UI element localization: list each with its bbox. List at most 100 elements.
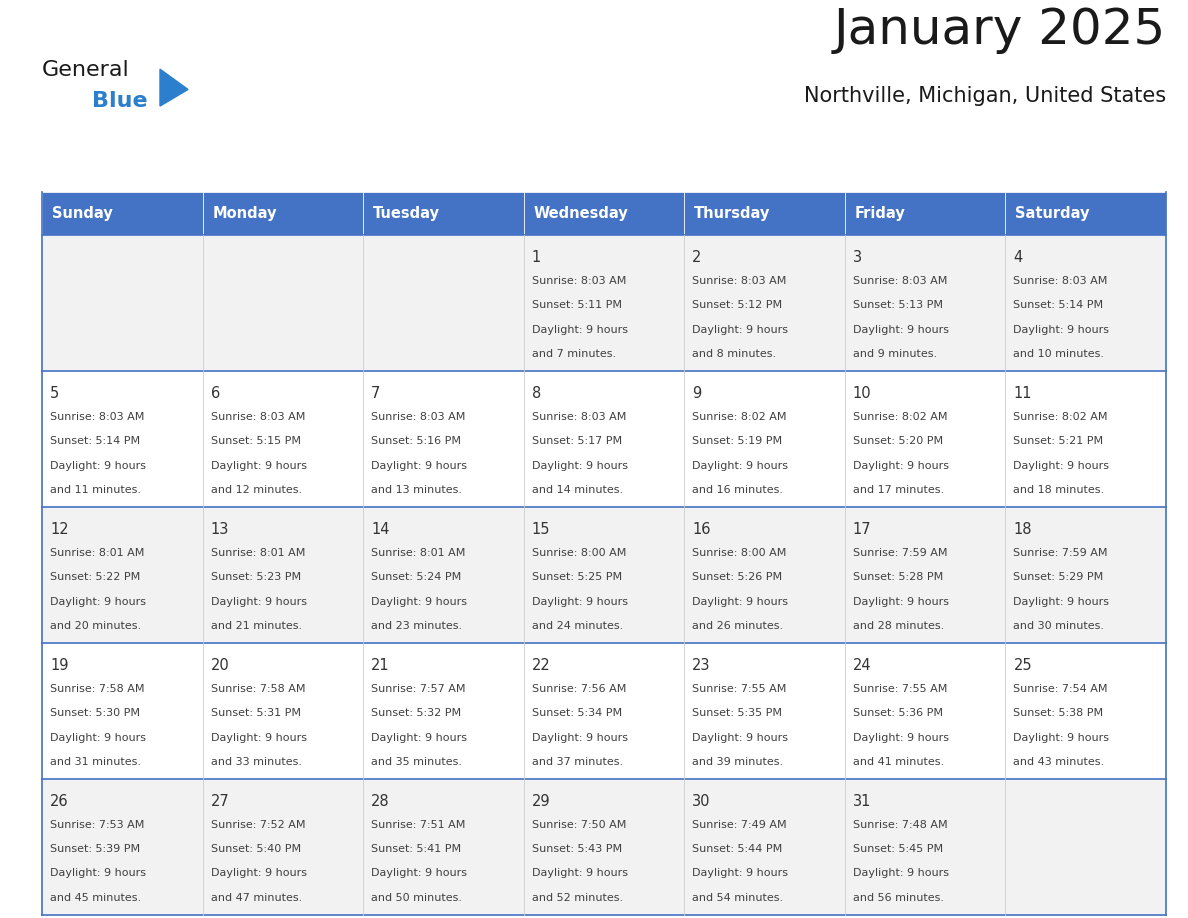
Bar [364, 644, 524, 779]
Bar [42, 507, 203, 644]
Text: Daylight: 9 hours: Daylight: 9 hours [1013, 461, 1110, 471]
Text: Sunset: 5:45 PM: Sunset: 5:45 PM [853, 845, 943, 854]
Bar [845, 507, 1005, 644]
Text: and 50 minutes.: and 50 minutes. [371, 892, 462, 902]
Text: Sunset: 5:26 PM: Sunset: 5:26 PM [693, 572, 783, 582]
Text: Sunrise: 8:00 AM: Sunrise: 8:00 AM [532, 548, 626, 558]
Text: Sunset: 5:13 PM: Sunset: 5:13 PM [853, 300, 943, 310]
Text: Sunrise: 7:59 AM: Sunrise: 7:59 AM [853, 548, 947, 558]
Text: Sunset: 5:29 PM: Sunset: 5:29 PM [1013, 572, 1104, 582]
Text: Sunrise: 8:03 AM: Sunrise: 8:03 AM [50, 412, 145, 422]
Bar [524, 507, 684, 644]
Text: and 11 minutes.: and 11 minutes. [50, 485, 141, 495]
Text: 25: 25 [1013, 657, 1032, 673]
Text: and 7 minutes.: and 7 minutes. [532, 349, 615, 359]
Text: and 23 minutes.: and 23 minutes. [371, 621, 462, 631]
Text: 8: 8 [532, 386, 541, 401]
Text: and 45 minutes.: and 45 minutes. [50, 892, 141, 902]
Text: Daylight: 9 hours: Daylight: 9 hours [50, 868, 146, 879]
Text: and 30 minutes.: and 30 minutes. [1013, 621, 1105, 631]
Text: 13: 13 [210, 521, 229, 537]
Bar [364, 371, 524, 507]
Text: Sunrise: 7:50 AM: Sunrise: 7:50 AM [532, 820, 626, 830]
Text: and 12 minutes.: and 12 minutes. [210, 485, 302, 495]
Text: Daylight: 9 hours: Daylight: 9 hours [371, 461, 467, 471]
Bar [203, 192, 364, 235]
Text: Daylight: 9 hours: Daylight: 9 hours [853, 597, 949, 607]
Text: and 33 minutes.: and 33 minutes. [210, 756, 302, 767]
Text: Sunset: 5:32 PM: Sunset: 5:32 PM [371, 708, 461, 718]
Text: Friday: Friday [854, 206, 905, 221]
Text: and 26 minutes.: and 26 minutes. [693, 621, 783, 631]
Text: Daylight: 9 hours: Daylight: 9 hours [210, 733, 307, 743]
Text: 12: 12 [50, 521, 69, 537]
Text: 26: 26 [50, 794, 69, 809]
Text: Sunset: 5:38 PM: Sunset: 5:38 PM [1013, 708, 1104, 718]
Bar [1005, 779, 1165, 915]
Text: 15: 15 [532, 521, 550, 537]
Text: Daylight: 9 hours: Daylight: 9 hours [50, 597, 146, 607]
Bar [524, 235, 684, 371]
Text: 18: 18 [1013, 521, 1032, 537]
Text: 6: 6 [210, 386, 220, 401]
Text: Sunrise: 7:48 AM: Sunrise: 7:48 AM [853, 820, 948, 830]
Text: 27: 27 [210, 794, 229, 809]
Text: Sunset: 5:11 PM: Sunset: 5:11 PM [532, 300, 621, 310]
Text: Daylight: 9 hours: Daylight: 9 hours [853, 868, 949, 879]
Text: and 39 minutes.: and 39 minutes. [693, 756, 783, 767]
Text: Wednesday: Wednesday [533, 206, 628, 221]
Text: and 52 minutes.: and 52 minutes. [532, 892, 623, 902]
Text: Sunrise: 8:01 AM: Sunrise: 8:01 AM [371, 548, 466, 558]
Bar [203, 779, 364, 915]
Text: Sunrise: 7:58 AM: Sunrise: 7:58 AM [210, 684, 305, 694]
Text: Daylight: 9 hours: Daylight: 9 hours [693, 325, 789, 334]
Text: 5: 5 [50, 386, 59, 401]
Text: and 43 minutes.: and 43 minutes. [1013, 756, 1105, 767]
Text: Sunrise: 8:01 AM: Sunrise: 8:01 AM [50, 548, 145, 558]
Text: 23: 23 [693, 657, 710, 673]
Bar [684, 192, 845, 235]
Bar [684, 371, 845, 507]
Bar [684, 644, 845, 779]
Text: and 21 minutes.: and 21 minutes. [210, 621, 302, 631]
Bar [524, 644, 684, 779]
Text: and 24 minutes.: and 24 minutes. [532, 621, 623, 631]
Text: and 14 minutes.: and 14 minutes. [532, 485, 623, 495]
Text: 29: 29 [532, 794, 550, 809]
Bar [845, 192, 1005, 235]
Text: Sunrise: 8:00 AM: Sunrise: 8:00 AM [693, 548, 786, 558]
Text: Sunrise: 8:01 AM: Sunrise: 8:01 AM [210, 548, 305, 558]
Text: Daylight: 9 hours: Daylight: 9 hours [532, 733, 627, 743]
Text: Daylight: 9 hours: Daylight: 9 hours [693, 868, 789, 879]
Text: Sunrise: 8:03 AM: Sunrise: 8:03 AM [532, 412, 626, 422]
Text: Sunrise: 7:57 AM: Sunrise: 7:57 AM [371, 684, 466, 694]
Text: 10: 10 [853, 386, 872, 401]
Text: Sunrise: 8:03 AM: Sunrise: 8:03 AM [210, 412, 305, 422]
Bar [203, 371, 364, 507]
Text: Daylight: 9 hours: Daylight: 9 hours [371, 868, 467, 879]
Text: Blue: Blue [91, 91, 147, 111]
Text: Daylight: 9 hours: Daylight: 9 hours [693, 597, 789, 607]
Bar [524, 371, 684, 507]
Text: and 8 minutes.: and 8 minutes. [693, 349, 777, 359]
Text: Saturday: Saturday [1015, 206, 1089, 221]
Text: Daylight: 9 hours: Daylight: 9 hours [853, 733, 949, 743]
Text: 31: 31 [853, 794, 871, 809]
Text: Sunset: 5:41 PM: Sunset: 5:41 PM [371, 845, 461, 854]
Text: Sunset: 5:24 PM: Sunset: 5:24 PM [371, 572, 461, 582]
Text: Daylight: 9 hours: Daylight: 9 hours [210, 868, 307, 879]
Text: Sunrise: 7:58 AM: Sunrise: 7:58 AM [50, 684, 145, 694]
Text: Sunrise: 8:03 AM: Sunrise: 8:03 AM [1013, 276, 1108, 286]
Bar [524, 192, 684, 235]
Text: Daylight: 9 hours: Daylight: 9 hours [532, 461, 627, 471]
Text: and 20 minutes.: and 20 minutes. [50, 621, 141, 631]
Text: Sunrise: 7:54 AM: Sunrise: 7:54 AM [1013, 684, 1108, 694]
Text: Sunrise: 7:52 AM: Sunrise: 7:52 AM [210, 820, 305, 830]
Text: and 37 minutes.: and 37 minutes. [532, 756, 623, 767]
Text: 17: 17 [853, 521, 872, 537]
Text: Sunrise: 8:03 AM: Sunrise: 8:03 AM [853, 276, 947, 286]
Text: Sunset: 5:21 PM: Sunset: 5:21 PM [1013, 436, 1104, 446]
Text: Sunrise: 8:03 AM: Sunrise: 8:03 AM [532, 276, 626, 286]
Text: Tuesday: Tuesday [373, 206, 440, 221]
Text: Daylight: 9 hours: Daylight: 9 hours [50, 461, 146, 471]
